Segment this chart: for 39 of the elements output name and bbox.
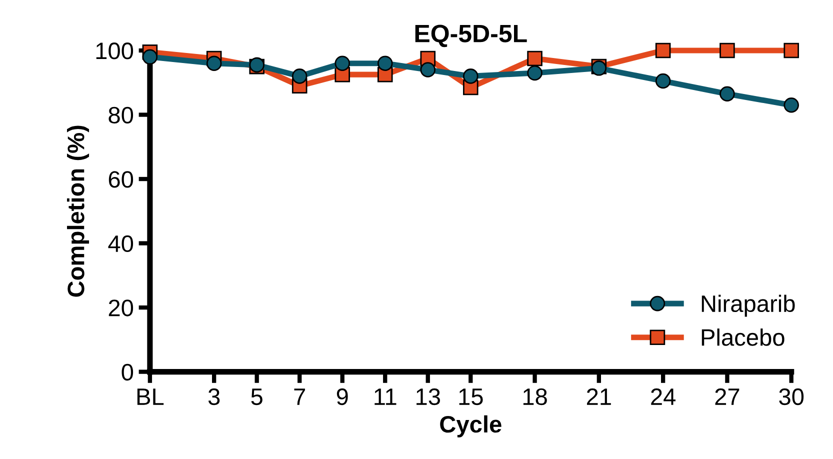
x-tick-label: 21: [586, 388, 611, 405]
point: [784, 97, 799, 113]
x-tick-label: 15: [459, 388, 483, 406]
x-tick-label: 3: [208, 388, 220, 406]
point: [420, 62, 436, 78]
x-tick-label: 7: [294, 388, 305, 405]
chart-title: EQ-5D-5L: [415, 24, 527, 48]
legend-label: Placebo: [702, 328, 784, 346]
legend-label: Niraparib: [702, 294, 795, 317]
y-tick-label: 80: [108, 106, 134, 124]
point: [206, 56, 222, 71]
y-tick-label: 0: [122, 364, 134, 381]
point: [784, 42, 799, 58]
x-tick-label: 27: [715, 388, 740, 405]
y-tick-label: 100: [96, 42, 134, 60]
y-tick-label: 40: [108, 235, 134, 252]
y-tick-label: 20: [108, 300, 134, 316]
x-tick-label: BL: [137, 388, 164, 405]
x-tick-label: 5: [251, 388, 262, 406]
x-tick-label: 9: [336, 388, 348, 406]
point: [334, 56, 350, 71]
point: [655, 73, 671, 89]
point: [377, 56, 393, 71]
y-axis-title: Completion (%): [67, 126, 90, 297]
point: [527, 50, 542, 66]
x-tick-label: 13: [416, 388, 440, 406]
y-tick-label: 60: [108, 171, 134, 188]
point: [655, 42, 671, 58]
x-axis-title: Cycle: [440, 415, 502, 438]
point: [142, 49, 158, 65]
x-tick-label: 18: [523, 388, 547, 406]
point: [720, 42, 735, 58]
point: [720, 86, 735, 102]
x-tick-label: 24: [651, 388, 676, 405]
point: [463, 68, 478, 84]
point: [527, 65, 542, 81]
x-tick-label: 11: [374, 388, 396, 405]
point: [292, 68, 308, 84]
x-tick-label: 30: [779, 388, 804, 406]
